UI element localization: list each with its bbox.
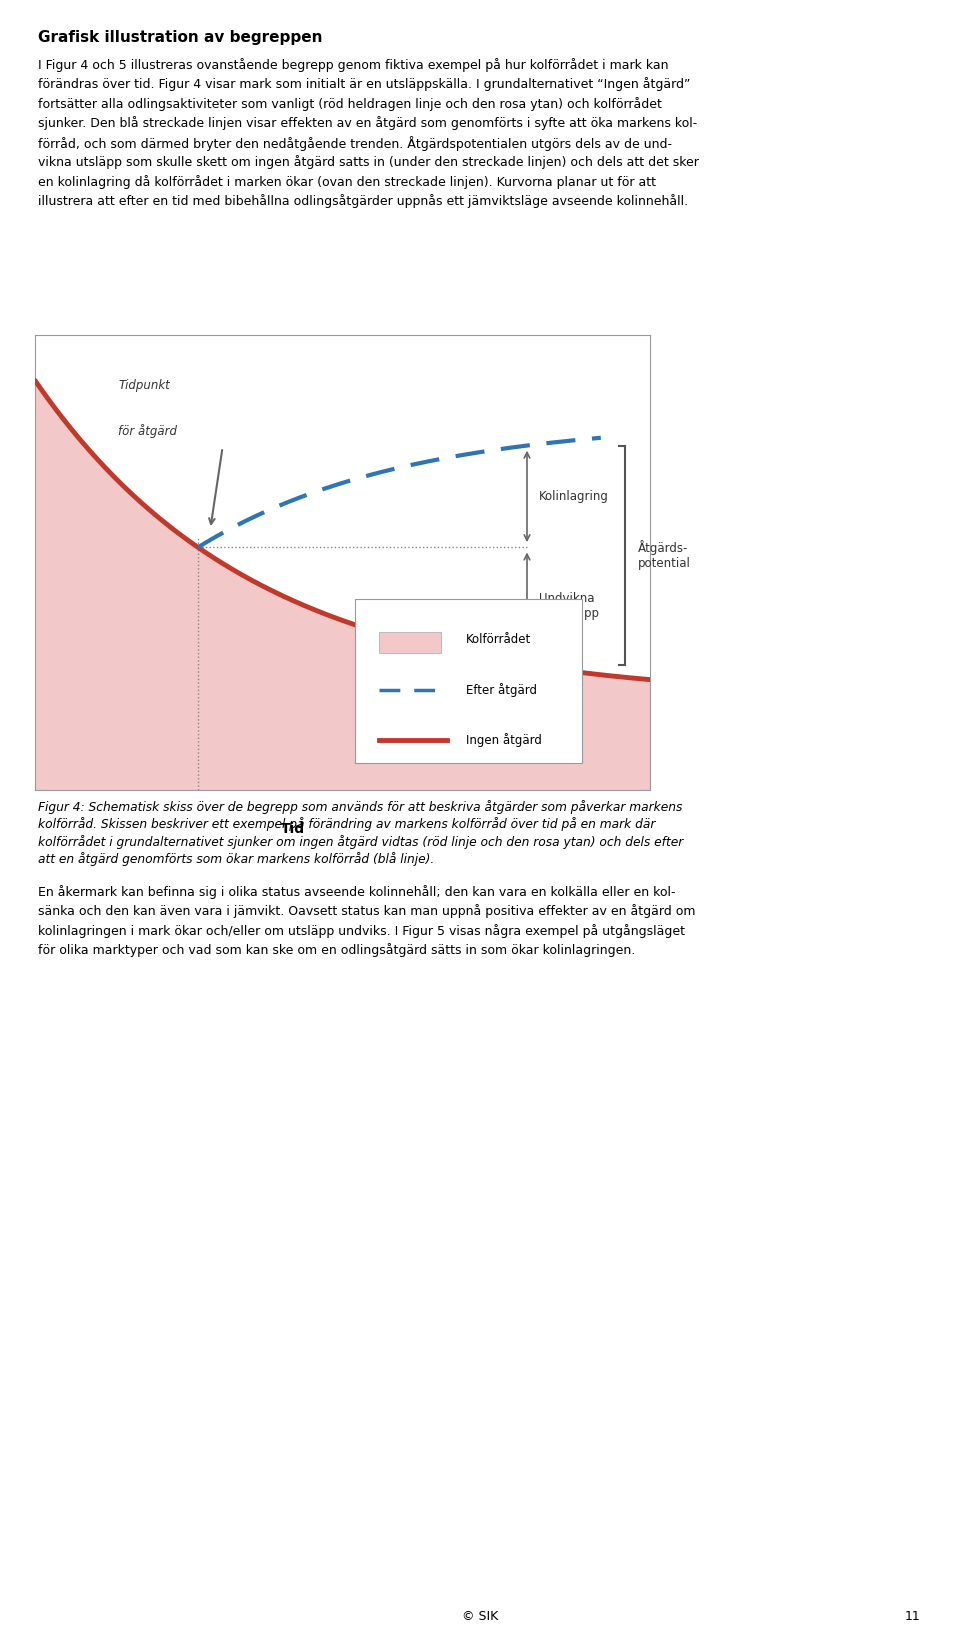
Text: förändras över tid. Figur 4 visar mark som initialt är en utsläppskälla. I grund: förändras över tid. Figur 4 visar mark s…	[38, 77, 690, 92]
Text: Kolinlagring: Kolinlagring	[540, 489, 610, 502]
Text: I Figur 4 och 5 illustreras ovanstående begrepp genom fiktiva exempel på hur kol: I Figur 4 och 5 illustreras ovanstående …	[38, 57, 668, 72]
Text: Figur 4: Schematisk skiss över de begrepp som används för att beskriva åtgärder : Figur 4: Schematisk skiss över de begrep…	[38, 800, 683, 814]
Text: Grafisk illustration av begreppen: Grafisk illustration av begreppen	[38, 30, 323, 44]
Text: för åtgärd: för åtgärd	[118, 425, 177, 438]
Text: vikna utsläpp som skulle skett om ingen åtgärd satts in (under den streckade lin: vikna utsläpp som skulle skett om ingen …	[38, 156, 699, 169]
Text: att en åtgärd genomförts som ökar markens kolförråd (blå linje).: att en åtgärd genomförts som ökar marken…	[38, 852, 434, 867]
Text: En åkermark kan befinna sig i olika status avseende kolinnehåll; den kan vara en: En åkermark kan befinna sig i olika stat…	[38, 885, 676, 898]
Text: för olika marktyper och vad som kan ske om en odlingsåtgärd sätts in som ökar ko: för olika marktyper och vad som kan ske …	[38, 944, 636, 957]
Text: Tid: Tid	[281, 823, 305, 836]
Text: sänka och den kan även vara i jämvikt. Oavsett status kan man uppnå positiva eff: sänka och den kan även vara i jämvikt. O…	[38, 905, 695, 918]
Text: sjunker. Den blå streckade linjen visar effekten av en åtgärd som genomförts i s: sjunker. Den blå streckade linjen visar …	[38, 117, 697, 130]
Text: kolinlagringen i mark ökar och/eller om utsläpp undviks. I Figur 5 visas några e: kolinlagringen i mark ökar och/eller om …	[38, 924, 685, 938]
Text: Ingen åtgärd: Ingen åtgärd	[466, 732, 541, 747]
Text: Tidpunkt: Tidpunkt	[118, 379, 170, 392]
Text: förråd, och som därmed bryter den nedåtgående trenden. Åtgärdspotentialen utgörs: förråd, och som därmed bryter den nedåtg…	[38, 136, 672, 151]
Text: 11: 11	[904, 1611, 920, 1622]
Text: Efter åtgärd: Efter åtgärd	[466, 683, 537, 696]
Text: kolförrådet i grundalternativet sjunker om ingen åtgärd vidtas (röd linje och de: kolförrådet i grundalternativet sjunker …	[38, 836, 684, 849]
Bar	[379, 632, 441, 652]
Text: © SIK: © SIK	[462, 1611, 498, 1622]
Text: en kolinlagring då kolförrådet i marken ökar (ovan den streckade linjen). Kurvor: en kolinlagring då kolförrådet i marken …	[38, 176, 656, 189]
Text: fortsätter alla odlingsaktiviteter som vanligt (röd heldragen linje och den rosa: fortsätter alla odlingsaktiviteter som v…	[38, 97, 661, 112]
Text: Undvikna
kolutsläpp: Undvikna kolutsläpp	[540, 593, 600, 621]
Text: illustrera att efter en tid med bibehållna odlingsåtgärder uppnås ett jämviktslä: illustrera att efter en tid med bibehåll…	[38, 194, 688, 209]
Text: kolförråd. Skissen beskriver ett exempel på förändring av markens kolförråd över: kolförråd. Skissen beskriver ett exempel…	[38, 818, 656, 831]
Text: Kolförrådet: Kolförrådet	[466, 634, 531, 647]
Bar	[355, 599, 583, 762]
Text: Åtgärds-
potential: Åtgärds- potential	[637, 540, 690, 570]
